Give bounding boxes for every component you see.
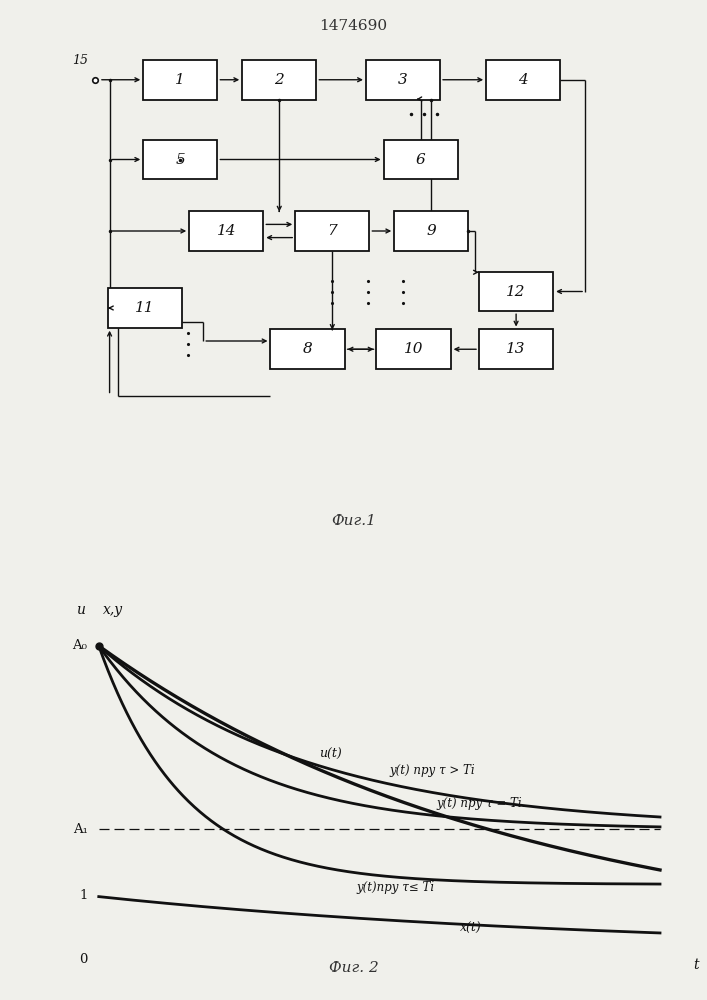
Bar [395,211,468,251]
Text: 1474690: 1474690 [320,19,387,33]
Text: 14: 14 [216,224,236,238]
Text: 2: 2 [274,73,284,87]
Text: u(t): u(t) [319,748,341,761]
Text: 9: 9 [426,224,436,238]
Text: 11: 11 [135,301,155,315]
Bar [479,329,553,369]
Text: 5: 5 [175,152,185,166]
Text: y(t)пру τ≤ Ti: y(t)пру τ≤ Ti [356,881,435,894]
Text: y(t) пру τ > Ti: y(t) пру τ > Ti [390,764,475,777]
Text: x(t): x(t) [460,922,481,935]
Text: t: t [693,958,699,972]
Text: 6: 6 [416,152,426,166]
Text: 13: 13 [506,342,526,356]
Text: 0: 0 [79,953,88,966]
Text: y(t) пру τ = Ti.: y(t) пру τ = Ti. [436,797,525,810]
Bar [486,60,561,100]
Bar [270,329,345,369]
Text: x,y: x,y [103,603,124,617]
Bar [384,140,458,179]
Text: A₁: A₁ [73,823,88,836]
Text: 1: 1 [175,73,185,87]
Text: 8: 8 [303,342,312,356]
Bar [143,140,218,179]
Bar [107,288,182,328]
Text: 12: 12 [506,284,526,298]
Bar [243,60,317,100]
Text: 10: 10 [404,342,423,356]
Bar [296,211,370,251]
Bar [366,60,440,100]
Text: A₀: A₀ [73,639,88,652]
Bar [376,329,451,369]
Text: 1: 1 [79,889,88,902]
Text: 4: 4 [518,73,528,87]
Text: Фиг. 2: Фиг. 2 [329,961,378,975]
Text: 15: 15 [72,54,88,67]
Text: 3: 3 [398,73,408,87]
Bar [143,60,218,100]
Text: u: u [76,603,85,617]
Bar [479,272,553,311]
Text: Фиг.1: Фиг.1 [331,514,376,528]
Text: 7: 7 [327,224,337,238]
Bar [189,211,264,251]
